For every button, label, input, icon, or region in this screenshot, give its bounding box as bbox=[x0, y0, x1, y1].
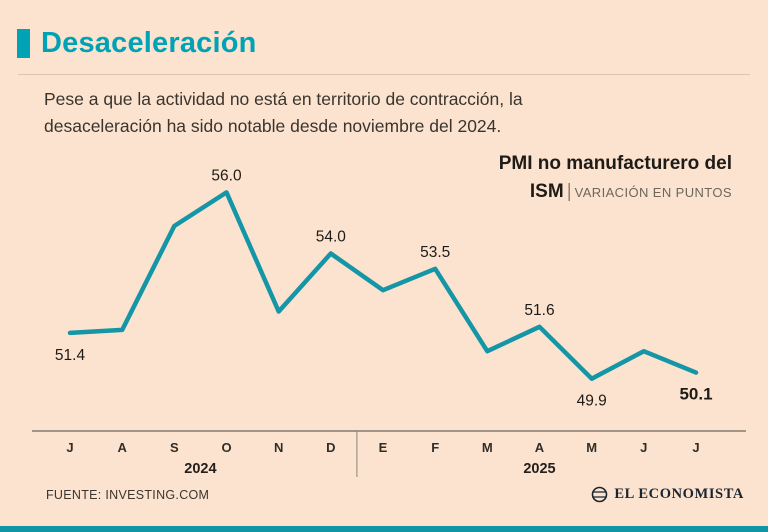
x-tick-label: D bbox=[326, 440, 335, 455]
title-accent-bar bbox=[17, 29, 30, 58]
pmi-line-series bbox=[67, 190, 699, 381]
x-tick-label: N bbox=[274, 440, 283, 455]
x-tick-label: J bbox=[66, 440, 73, 455]
header: Desaceleración bbox=[17, 27, 257, 60]
chart-title: PMI no manufacturero del ISM | VARIACIÓN E… bbox=[442, 150, 732, 205]
x-tick-label: J bbox=[640, 440, 647, 455]
chart-title-line1: PMI no manufacturero del bbox=[498, 153, 732, 174]
chart-title-separator: | bbox=[566, 180, 572, 202]
x-tick-label: O bbox=[221, 440, 231, 455]
x-tick-label: M bbox=[586, 440, 597, 455]
chart-description: Pese a que la actividad no está en terri… bbox=[44, 89, 523, 137]
x-tick-label: M bbox=[482, 440, 493, 455]
year-label: 2025 bbox=[523, 461, 555, 477]
x-tick-label: E bbox=[379, 440, 388, 455]
x-tick-label: A bbox=[118, 440, 128, 455]
point-label: 53.5 bbox=[420, 244, 450, 261]
point-label: 54.0 bbox=[316, 229, 347, 246]
chart-units-label: VARIACIÓN EN PUNTOS bbox=[574, 184, 732, 200]
chart-title-line2: ISM bbox=[529, 180, 564, 202]
title-divider-line bbox=[18, 74, 750, 75]
point-label: 56.0 bbox=[211, 167, 242, 184]
point-label: 51.4 bbox=[55, 347, 86, 364]
source-label: FUENTE: INVESTING.COM bbox=[46, 487, 210, 502]
el-economista-globe-icon bbox=[592, 486, 608, 503]
brand-name: EL ECONOMISTA bbox=[614, 486, 744, 502]
x-tick-label: S bbox=[170, 440, 179, 455]
x-tick-label: J bbox=[692, 440, 699, 455]
footer: FUENTE: INVESTING.COM EL ECONOMISTA bbox=[46, 486, 744, 503]
year-label: 2024 bbox=[184, 461, 216, 477]
pmi-line-chart: J A S O N D E F M A M J J 2024 2025 51.4 56.0 54.0 53.5 51.… bbox=[32, 167, 746, 477]
bottom-accent-bar bbox=[0, 526, 768, 532]
page-title: Desaceleración bbox=[41, 27, 257, 59]
point-label: 50.1 bbox=[679, 385, 712, 404]
x-tick-label: F bbox=[431, 440, 439, 455]
x-tick-label: A bbox=[535, 440, 545, 455]
point-label: 49.9 bbox=[577, 393, 607, 410]
brand-logo: EL ECONOMISTA bbox=[591, 486, 744, 503]
point-label: 51.6 bbox=[524, 302, 554, 319]
